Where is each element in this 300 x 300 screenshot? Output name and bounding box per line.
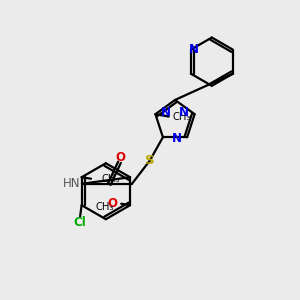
Text: CH₃: CH₃ — [96, 202, 114, 212]
Text: HN: HN — [63, 177, 80, 190]
Text: O: O — [116, 151, 125, 164]
Text: N: N — [179, 106, 189, 119]
Text: S: S — [145, 154, 154, 167]
Text: N: N — [172, 132, 182, 145]
Text: O: O — [108, 197, 118, 210]
Text: N: N — [189, 43, 199, 56]
Text: CH₃: CH₃ — [172, 112, 191, 122]
Text: N: N — [161, 106, 171, 119]
Text: CH₃: CH₃ — [101, 174, 120, 184]
Text: Cl: Cl — [74, 216, 86, 229]
